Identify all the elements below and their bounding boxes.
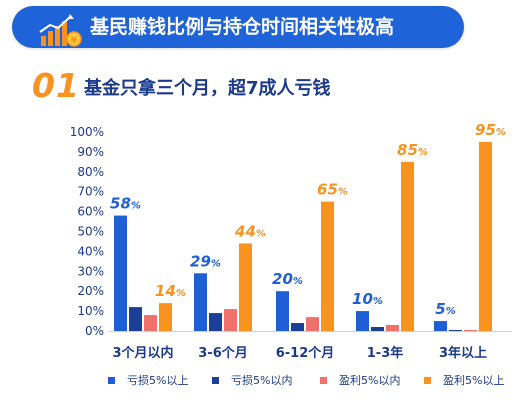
bar [306,317,319,331]
y-tick-label: 20% [77,284,104,298]
chart-legend: 亏损5%以上 亏损5%以内 盈利5%以内 盈利5%以上 [0,370,522,392]
bar [401,161,414,331]
bar [276,291,289,331]
y-tick-label: 90% [77,145,104,159]
bar-data-label: 58% [110,195,141,213]
subheading-number: 01 [32,66,80,105]
bar [144,315,157,331]
legend-item: 盈利5%以内 [320,370,400,392]
legend-swatch [424,376,431,384]
bar-data-label: 95% [475,121,506,139]
legend-item: 亏损5%以内 [212,370,292,392]
x-category-label: 3年以上 [439,345,487,361]
x-category-label: 1-3年 [367,345,404,361]
bar [479,141,492,331]
rising-bar-chart-coin-icon: ¥ [39,14,82,47]
y-tick-label: 100% [70,125,104,139]
legend-swatch [108,376,115,384]
bar [159,303,172,331]
legend-label: 亏损5%以上 [127,374,189,387]
svg-text:¥: ¥ [71,36,78,46]
bar [371,327,384,331]
title-banner: ¥ 基民赚钱比例与持仓时间相关性极高 [12,6,464,48]
bar-data-label: 14% [155,282,186,300]
bar [114,215,127,331]
bar [386,325,399,331]
bar-data-label: 65% [317,181,348,199]
legend-swatch [320,376,327,384]
bar [239,243,252,331]
legend-swatch [212,376,219,384]
bar [321,201,334,331]
legend-label: 亏损5%以内 [231,374,293,387]
y-tick-label: 60% [77,205,104,219]
bar [449,330,462,331]
legend-item: 亏损5%以上 [108,370,188,392]
bar-data-label: 29% [190,252,221,270]
y-tick-label: 30% [77,264,104,278]
y-tick-label: 0% [85,324,104,338]
x-category-label: 6-12个月 [276,345,335,361]
bar-data-label: 20% [272,270,303,288]
page-title: 基民赚钱比例与持仓时间相关性极高 [90,16,395,38]
bar [291,323,304,331]
bar [224,309,237,331]
y-tick-label: 70% [77,185,104,199]
x-category-label: 3个月以内 [112,345,173,361]
bar [356,311,369,331]
bar-data-label: 5% [435,300,455,318]
bar-data-label: 85% [397,141,428,159]
bar-data-label: 44% [234,222,266,240]
bar [434,321,447,331]
y-tick-label: 80% [77,165,104,179]
legend-item: 盈利5%以上 [424,370,504,392]
bar [129,307,142,331]
legend-label: 盈利5%以内 [339,374,401,387]
bar [194,273,207,331]
bar [209,313,222,331]
y-tick-label: 50% [77,225,104,239]
legend-label: 盈利5%以上 [443,374,505,387]
bar-data-label: 10% [352,290,383,308]
bar [464,330,477,331]
y-tick-label: 40% [77,244,104,258]
subheading-text: 基金只拿三个月，超7成人亏钱 [84,78,331,99]
x-category-label: 3-6个月 [198,345,248,361]
y-tick-label: 10% [77,304,104,318]
